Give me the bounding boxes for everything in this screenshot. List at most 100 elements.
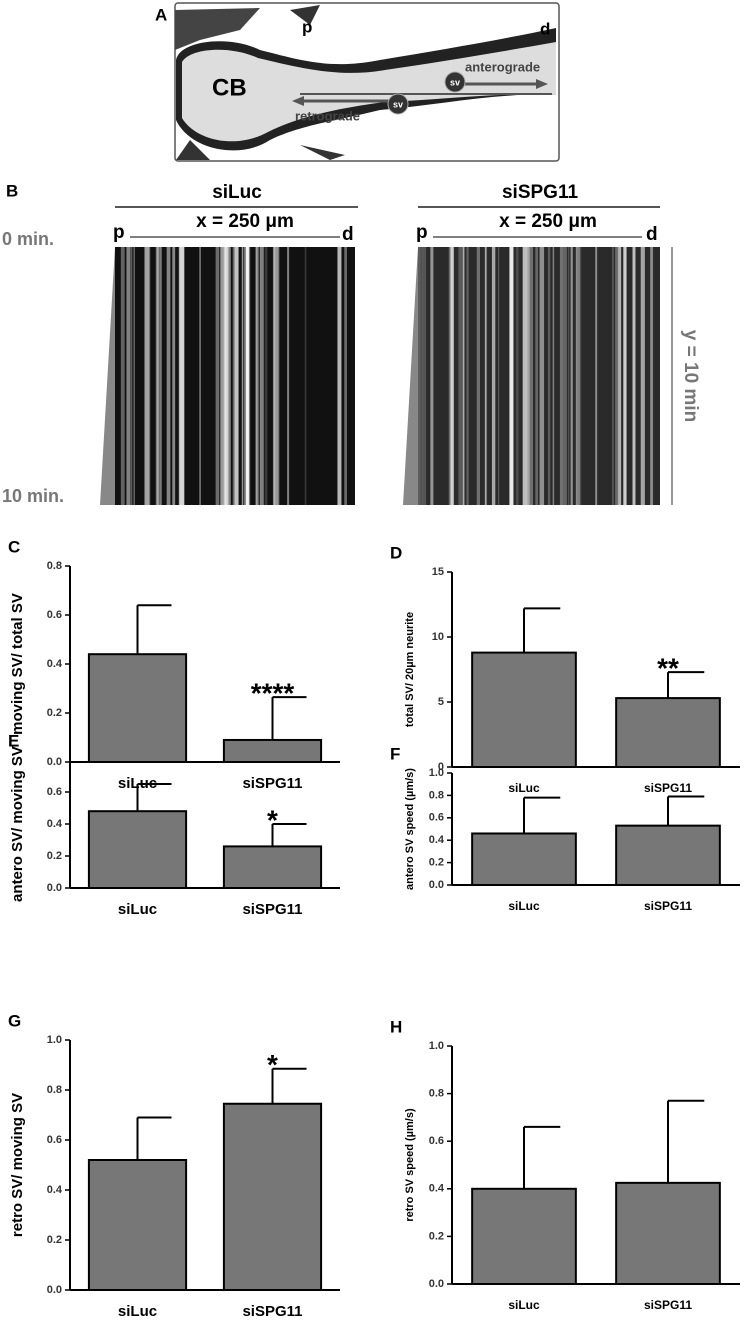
kymo-streak — [234, 247, 239, 505]
kymo-streak — [595, 247, 598, 505]
y-tick-label: 10 — [432, 631, 444, 643]
kymo-streak — [430, 247, 433, 505]
y-tick-label: 5 — [438, 696, 444, 708]
kymo-streak — [264, 247, 268, 505]
x-tick-label: siSPG11 — [644, 781, 692, 795]
panel-letter: F — [390, 744, 400, 763]
kymo-streak — [304, 247, 307, 505]
x-tick-label: siSPG11 — [242, 901, 302, 918]
x-tick-label: siSPG11 — [242, 775, 302, 792]
cell-body-label: CB — [212, 74, 247, 101]
proximal-label: p — [416, 222, 428, 243]
y-tick-label: 0.0 — [47, 882, 62, 894]
y-tick-label: 0.4 — [47, 818, 63, 830]
y-axis-label: total SV/ 20µm neurite — [404, 612, 416, 727]
kymo-streak — [547, 247, 551, 505]
y-tick-label: 0.4 — [47, 1184, 63, 1196]
kymo-streak — [179, 247, 185, 505]
kymo-streak — [241, 247, 244, 505]
kymo-streak — [529, 247, 533, 505]
x-tick-label: siLuc — [118, 1303, 157, 1320]
y-tick-label: 0.2 — [429, 1230, 444, 1242]
kymo-streak — [640, 247, 645, 505]
y-tick-label: 0.4 — [47, 658, 63, 670]
time-wedge — [403, 247, 418, 505]
kymo-streak — [617, 247, 622, 505]
panel-letter: C — [8, 537, 20, 556]
y-tick-label: 0.4 — [429, 834, 445, 846]
kymo-streak — [577, 247, 582, 505]
y-tick-label: 1.0 — [429, 767, 444, 779]
bar — [87, 810, 188, 890]
y-tick-label: 0.6 — [47, 1134, 62, 1146]
y-tick-label: 15 — [432, 566, 444, 578]
y-tick-label: 0.0 — [429, 879, 444, 891]
kymo-streak — [232, 247, 235, 505]
y-tick-label: 0.2 — [429, 857, 444, 869]
kymo-streak — [509, 247, 514, 505]
vesicle-label: sv — [450, 77, 460, 87]
neurite-shape — [175, 8, 260, 50]
significance: **** — [251, 677, 295, 708]
kymo-streak — [450, 247, 454, 505]
bar — [222, 738, 323, 764]
x-tick-label: siSPG11 — [644, 899, 692, 913]
kymo-streak — [458, 247, 463, 505]
y-tick-label: 0.6 — [429, 812, 444, 824]
kymo-streak — [565, 247, 568, 505]
kymo-streak — [273, 247, 279, 505]
y-tick-label: 0.8 — [47, 560, 62, 572]
kymo-streak — [421, 247, 423, 505]
bar — [222, 1102, 323, 1291]
x-tick-label: siLuc — [508, 781, 540, 795]
condition-title: siLuc — [212, 182, 262, 203]
width-label: x = 250 μm — [499, 211, 597, 232]
bar — [222, 845, 323, 890]
neuron-body — [182, 42, 556, 142]
y-tick-label: 0.8 — [429, 1088, 444, 1100]
duration-label: y = 10 min — [680, 330, 701, 422]
bar — [471, 832, 577, 886]
vesicle-label: sv — [393, 99, 403, 109]
y-tick-label: 0.8 — [47, 1084, 62, 1096]
kymo-streak — [172, 247, 176, 505]
kymo-streak — [179, 247, 181, 505]
panel-letter: B — [6, 181, 18, 200]
y-tick-label: 0.6 — [47, 786, 62, 798]
kymo-streak — [133, 247, 135, 505]
kymo-streak — [259, 247, 264, 505]
y-tick-label: 0.2 — [47, 1234, 62, 1246]
kymograph-lines — [120, 247, 654, 505]
kymo-streak — [552, 247, 555, 505]
kymo-streak — [422, 247, 427, 505]
y-axis-label: antero SV speed (µm/s) — [404, 768, 416, 890]
kymo-streak — [155, 247, 157, 505]
kymo-streak — [491, 247, 496, 505]
y-tick-label: 0.6 — [429, 1135, 444, 1147]
distal-label: d — [646, 224, 658, 245]
bar — [615, 824, 721, 887]
bar — [615, 1181, 721, 1285]
kymo-streak — [632, 247, 635, 505]
y-tick-label: 1.0 — [47, 1034, 62, 1046]
time-label: 10 min. — [2, 486, 64, 506]
kymo-streak — [526, 247, 530, 505]
arrow-head — [536, 79, 548, 89]
vesicle — [387, 93, 409, 115]
y-tick-label: 0.0 — [47, 1284, 62, 1296]
kymo-streak — [498, 247, 500, 505]
panel-letter: D — [390, 543, 402, 562]
vesicle — [444, 71, 466, 93]
kymo-streak — [539, 247, 545, 505]
kymo-streak — [155, 247, 159, 505]
distal-label: d — [342, 224, 354, 245]
arrow-head — [292, 96, 304, 106]
kymo-streak — [337, 247, 342, 505]
y-tick-label: 0.8 — [429, 789, 444, 801]
bar — [471, 651, 577, 768]
neurite-branch — [176, 5, 345, 160]
bar — [87, 1159, 188, 1291]
x-tick-label: siLuc — [508, 1298, 540, 1312]
y-axis-label: antero SV/ moving SV — [9, 746, 26, 902]
